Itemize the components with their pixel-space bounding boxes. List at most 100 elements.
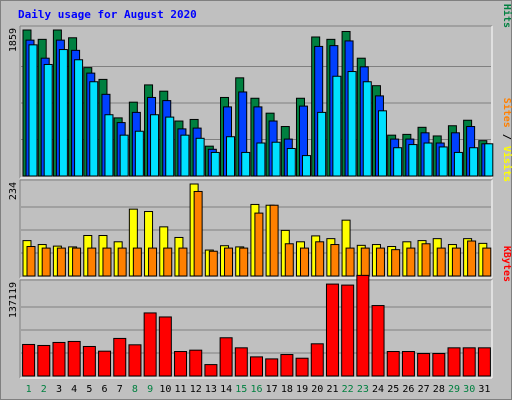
- series-legend-label: Pages / Files / Hits: [501, 0, 512, 28]
- bar-pages-day-2: [43, 63, 53, 177]
- x-label-day-2: 2: [41, 384, 47, 395]
- x-axis-labels: 1 2 3 4 5 6 7 8 9 10 11 12 13 14 15 16 17 18 19 20 21 22 23 24 2…: [26, 384, 491, 395]
- bar-pages-day-29: [453, 151, 463, 177]
- bar-sites-day-1: [26, 246, 36, 277]
- bar-sites-day-19: [299, 247, 309, 277]
- bar-kbytes-day-24: [371, 305, 385, 377]
- bar-kbytes-day-7: [113, 337, 127, 377]
- bar-sites-day-4: [72, 247, 82, 277]
- bar-pages-day-16: [256, 142, 266, 177]
- x-label-day-3: 3: [56, 384, 62, 395]
- bar-kbytes-day-11: [174, 351, 188, 377]
- bar-pages-day-31: [484, 143, 494, 177]
- x-label-day-21: 21: [326, 384, 338, 395]
- bar-kbytes-day-1: [22, 343, 36, 377]
- bar-sites-day-2: [41, 247, 51, 277]
- x-label-day-7: 7: [117, 384, 123, 395]
- bar-kbytes-day-16: [250, 356, 263, 377]
- x-label-day-1: 1: [26, 384, 32, 395]
- bar-pages-day-13: [210, 151, 220, 177]
- bar-kbytes-day-13: [204, 364, 218, 377]
- bar-kbytes-day-28: [432, 353, 446, 377]
- bar-kbytes-day-27: [417, 353, 431, 377]
- bar-sites-day-12: [193, 190, 203, 277]
- bar-pages-day-9: [150, 114, 160, 177]
- x-label-day-8: 8: [132, 384, 138, 395]
- bar-sites-day-30: [467, 240, 477, 277]
- x-label-day-20: 20: [311, 384, 323, 395]
- chart-panels: 1859 Pages / Files / Hits 234 Sites / Visit…: [8, 0, 512, 379]
- bar-kbytes-day-22: [341, 284, 355, 377]
- bar-sites-day-10: [163, 247, 173, 277]
- x-label-day-4: 4: [71, 384, 77, 395]
- bar-kbytes-day-5: [82, 345, 96, 377]
- bar-pages-day-5: [89, 81, 99, 177]
- bar-kbytes-day-17: [265, 358, 279, 377]
- bar-kbytes-day-20: [310, 343, 324, 377]
- bar-sites-day-17: [269, 204, 279, 277]
- panel-kbytes: 137119 KBytes: [8, 246, 512, 379]
- x-label-day-22: 22: [342, 384, 354, 395]
- x-label-day-31: 31: [478, 384, 490, 395]
- x-label-day-11: 11: [175, 384, 187, 395]
- bar-sites-day-6: [102, 247, 112, 277]
- x-label-day-6: 6: [102, 384, 108, 395]
- bar-sites-day-15: [239, 247, 249, 277]
- x-label-day-25: 25: [387, 384, 399, 395]
- x-label-day-12: 12: [190, 384, 202, 395]
- bar-sites-day-23: [360, 247, 370, 277]
- bar-kbytes-day-23: [356, 274, 370, 377]
- bar-sites-day-28: [436, 247, 446, 277]
- bar-pages-day-26: [408, 144, 418, 177]
- bar-sites-day-16: [254, 212, 264, 277]
- legend-part-0: Sites: [501, 98, 512, 128]
- bar-kbytes-day-15: [234, 347, 248, 377]
- bar-kbytes-day-29: [447, 347, 461, 377]
- bar-pages-day-1: [28, 44, 38, 177]
- bar-pages-day-21: [332, 75, 342, 177]
- bar-pages-day-19: [301, 155, 311, 177]
- bar-pages-day-23: [362, 81, 372, 177]
- bar-kbytes-day-8: [128, 344, 142, 377]
- y-max-label: 137119: [8, 282, 19, 318]
- legend-part-0: KBytes: [501, 246, 512, 282]
- x-label-day-30: 30: [463, 384, 475, 395]
- x-label-day-28: 28: [433, 384, 445, 395]
- bar-pages-day-11: [180, 134, 190, 177]
- bar-pages-day-12: [195, 137, 205, 177]
- bar-sites-day-25: [391, 249, 401, 277]
- bar-pages-day-14: [226, 136, 236, 177]
- bar-sites-day-24: [375, 247, 385, 277]
- legend-part-1: /: [501, 128, 512, 146]
- bar-pages-day-22: [347, 71, 357, 177]
- bar-pages-day-30: [469, 147, 479, 177]
- bar-pages-day-6: [104, 114, 114, 177]
- bar-sites-day-9: [148, 247, 158, 277]
- bar-sites-day-14: [224, 247, 234, 277]
- panel-visits-sites: 234 Sites / Visits: [8, 98, 512, 279]
- bar-kbytes-day-25: [386, 351, 400, 377]
- bar-sites-day-18: [284, 243, 294, 277]
- bar-kbytes-day-6: [98, 350, 112, 377]
- bar-kbytes-day-19: [295, 357, 309, 377]
- bar-sites-day-5: [87, 247, 97, 277]
- bar-pages-day-4: [74, 59, 84, 177]
- x-label-day-13: 13: [205, 384, 217, 395]
- bar-sites-day-13: [208, 250, 218, 277]
- bar-kbytes-day-14: [219, 337, 233, 377]
- bar-sites-day-8: [132, 247, 142, 277]
- x-label-day-23: 23: [357, 384, 369, 395]
- bar-kbytes-day-26: [401, 351, 415, 377]
- bar-sites-day-21: [330, 244, 340, 277]
- x-label-day-29: 29: [448, 384, 460, 395]
- bar-sites-day-3: [56, 247, 66, 277]
- bar-kbytes-day-31: [477, 347, 491, 377]
- bar-pages-day-27: [423, 142, 433, 177]
- x-label-day-18: 18: [281, 384, 293, 395]
- bar-sites-day-29: [451, 247, 461, 277]
- bar-sites-day-27: [421, 243, 431, 277]
- bar-pages-day-3: [58, 49, 68, 177]
- legend-part-4: Hits: [501, 4, 512, 28]
- legend-part-3: /: [501, 0, 512, 4]
